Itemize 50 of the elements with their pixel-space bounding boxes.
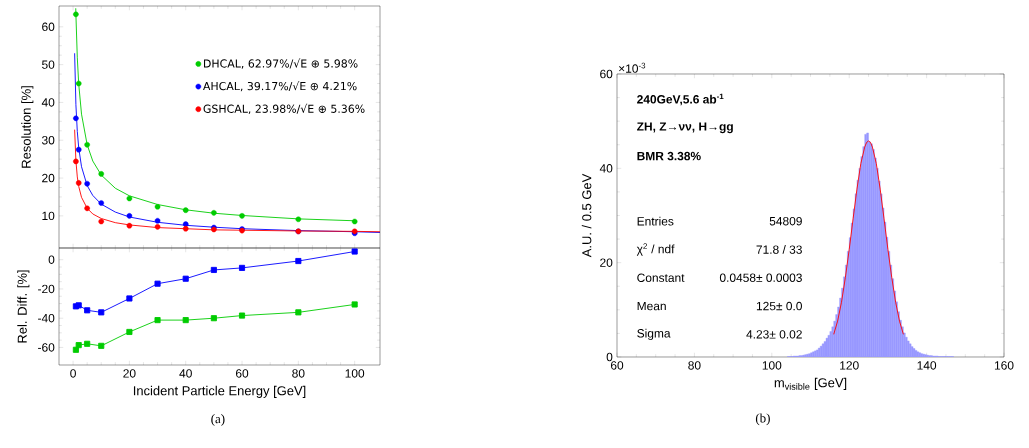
x-axis-title: m$_{visible}$ [GeV]: [774, 377, 847, 390]
x-tick-label: 20: [123, 369, 136, 378]
y-tick-label: -60: [38, 343, 55, 352]
annotation: BMR 3.38%: [637, 151, 701, 161]
y-tick-label: -20: [38, 284, 55, 294]
annotation: Mean: [637, 301, 666, 311]
legend-label: GSHCAL, 23.98%/√E ⊕ 5.36%: [203, 103, 365, 115]
x-tick-label: 40: [179, 369, 192, 378]
x-tick-label: 60: [235, 369, 249, 378]
x-tick-label: 160: [994, 361, 1014, 370]
annotation: 71.8 / 33: [756, 245, 802, 254]
y-tick-label: 60: [600, 69, 613, 79]
annotation: 4.23± 0.02: [746, 330, 802, 339]
x-tick-label: 80: [688, 361, 701, 370]
x-tick-label: 0: [70, 369, 76, 378]
x-tick-label: 100: [762, 361, 782, 370]
y-tick-label: 20: [600, 258, 613, 267]
y-tick-label: 40: [41, 98, 55, 107]
legend-label: DHCAL, 62.97%/√E ⊕ 5.98%: [204, 58, 358, 69]
x-tick-label: 60: [610, 361, 624, 370]
text: ×10$^{-3}$: [619, 62, 646, 73]
legend-label: AHCAL, 39.17%/√E ⊕ 4.21%: [203, 81, 357, 92]
text: (b): [755, 413, 770, 426]
y-tick-label: 40: [599, 164, 613, 173]
annotation: Sigma: [637, 328, 671, 340]
y-tick-label: 30: [41, 136, 55, 145]
y-tick-label: 0: [606, 352, 613, 362]
annotation: ZH, Z→νν, H→gg: [637, 122, 733, 134]
text: (a): [211, 414, 225, 426]
annotation: 0.0458± 0.0003: [719, 273, 802, 282]
annotation: 54809: [769, 216, 802, 226]
y-tick-label: 20: [42, 173, 55, 183]
y-tick-label: -40: [38, 313, 55, 323]
y-tick-label: 10: [42, 211, 55, 221]
x-tick-label: 100: [345, 369, 365, 378]
x-tick-label: 140: [917, 361, 937, 370]
y-axis-title: A.U. / 0.5 GeV: [581, 173, 592, 258]
x-tick-label: 80: [292, 369, 305, 378]
x-axis-title: Incident Particle Energy [GeV]: [133, 385, 306, 398]
y-tick-label: 0: [48, 255, 55, 264]
annotation: 125± 0.0: [756, 301, 802, 311]
annotation: χ$^{2}$ / ndf: [636, 243, 675, 256]
x-tick-label: 120: [840, 361, 859, 370]
annotation: 240GeV,5.6 ab$^{-1}$: [637, 93, 724, 106]
y-axis-title: Rel. Diff. [%]: [17, 270, 30, 343]
y-axis-title: Resolution [%]: [21, 86, 34, 168]
annotation: Constant: [637, 273, 685, 282]
y-tick-label: 50: [42, 60, 55, 69]
annotation: Entries: [637, 216, 674, 226]
y-tick-label: 60: [42, 22, 55, 32]
